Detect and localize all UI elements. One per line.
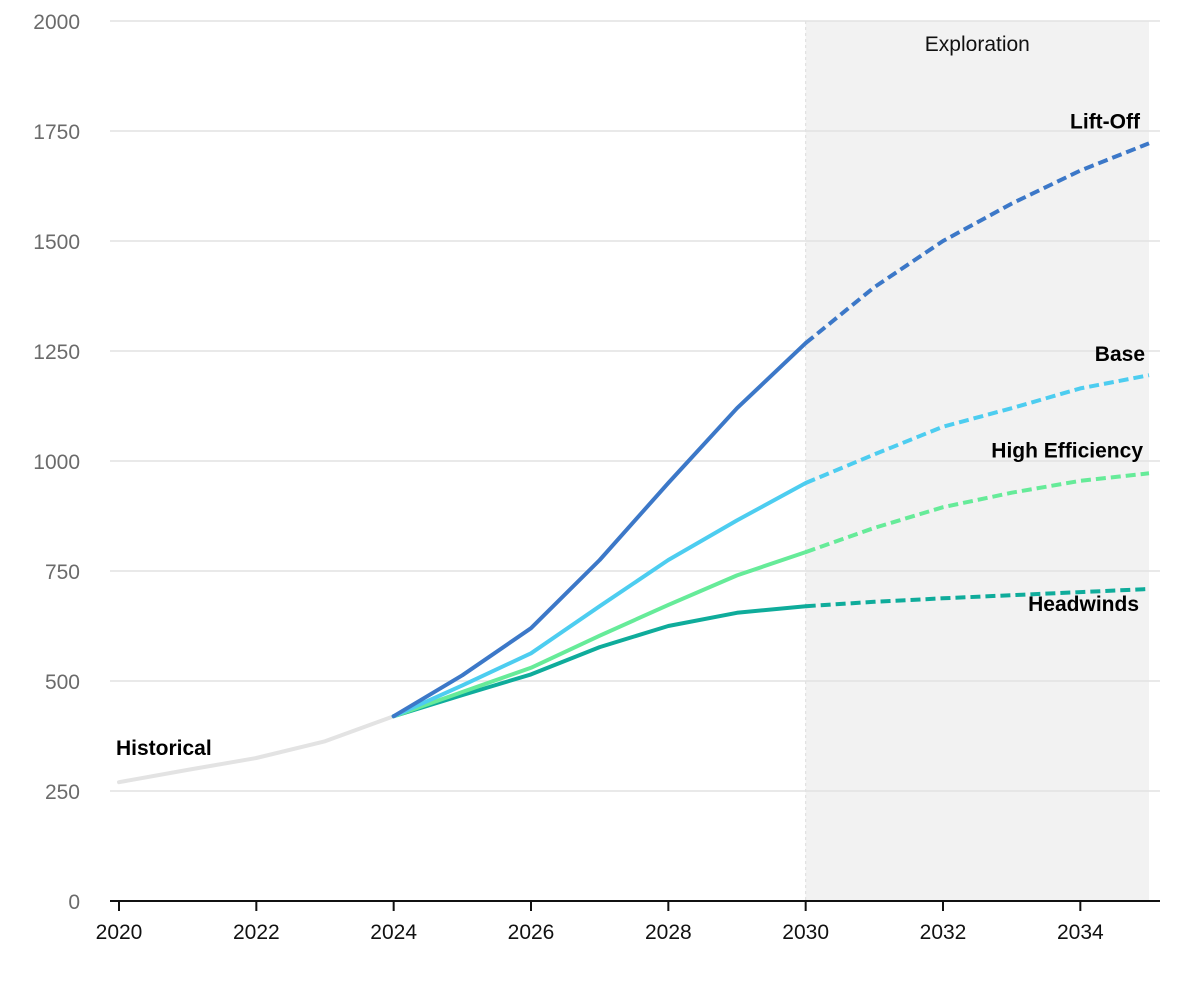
y-tick-1000: 1000 (33, 451, 80, 474)
y-tick-1250: 1250 (33, 341, 80, 364)
y-tick-750: 750 (45, 561, 80, 584)
y-tick-0: 0 (68, 891, 80, 914)
series-line-lift-off-dashed (804, 141, 1150, 345)
y-tick-500: 500 (45, 671, 80, 694)
x-tick-2030: 2030 (782, 921, 829, 944)
series-line-headwinds-dashed (805, 587, 1150, 609)
y-tick-2000: 2000 (33, 11, 80, 34)
x-tick-2032: 2032 (920, 921, 967, 944)
series-label-high-efficiency: High Efficiency (991, 439, 1143, 462)
series-labels: Historical Lift-Off Base High Efficiency… (116, 110, 1145, 760)
series-label-historical: Historical (116, 737, 212, 760)
series-line-base-solid (391, 481, 808, 719)
x-axis: 2020 2022 2024 2026 2028 2030 2032 2034 (96, 901, 1104, 944)
region-label-exploration: Exploration (925, 33, 1030, 56)
y-tick-1500: 1500 (33, 231, 80, 254)
series-label-headwinds: Headwinds (1028, 593, 1139, 616)
y-tick-250: 250 (45, 781, 80, 804)
x-tick-2020: 2020 (96, 921, 143, 944)
series-label-base: Base (1095, 343, 1145, 366)
y-tick-1750: 1750 (33, 121, 80, 144)
x-tick-2028: 2028 (645, 921, 692, 944)
series-line-high-efficiency-solid (391, 550, 808, 719)
x-tick-2022: 2022 (233, 921, 280, 944)
series-label-lift-off: Lift-Off (1070, 110, 1141, 133)
series-line-base-dashed (804, 373, 1150, 485)
series-line-headwinds-solid (391, 604, 808, 719)
gridlines (110, 20, 1160, 792)
x-tick-2026: 2026 (508, 921, 555, 944)
series-line-high-efficiency-dashed (805, 471, 1150, 554)
x-tick-2034: 2034 (1057, 921, 1104, 944)
series-line-lift-off-solid (391, 341, 808, 719)
series-group (117, 141, 1150, 785)
y-axis: 0 250 500 750 1000 1250 1500 1750 2000 (33, 11, 80, 914)
x-tick-2024: 2024 (370, 921, 417, 944)
series-line-historical-solid (117, 714, 396, 785)
